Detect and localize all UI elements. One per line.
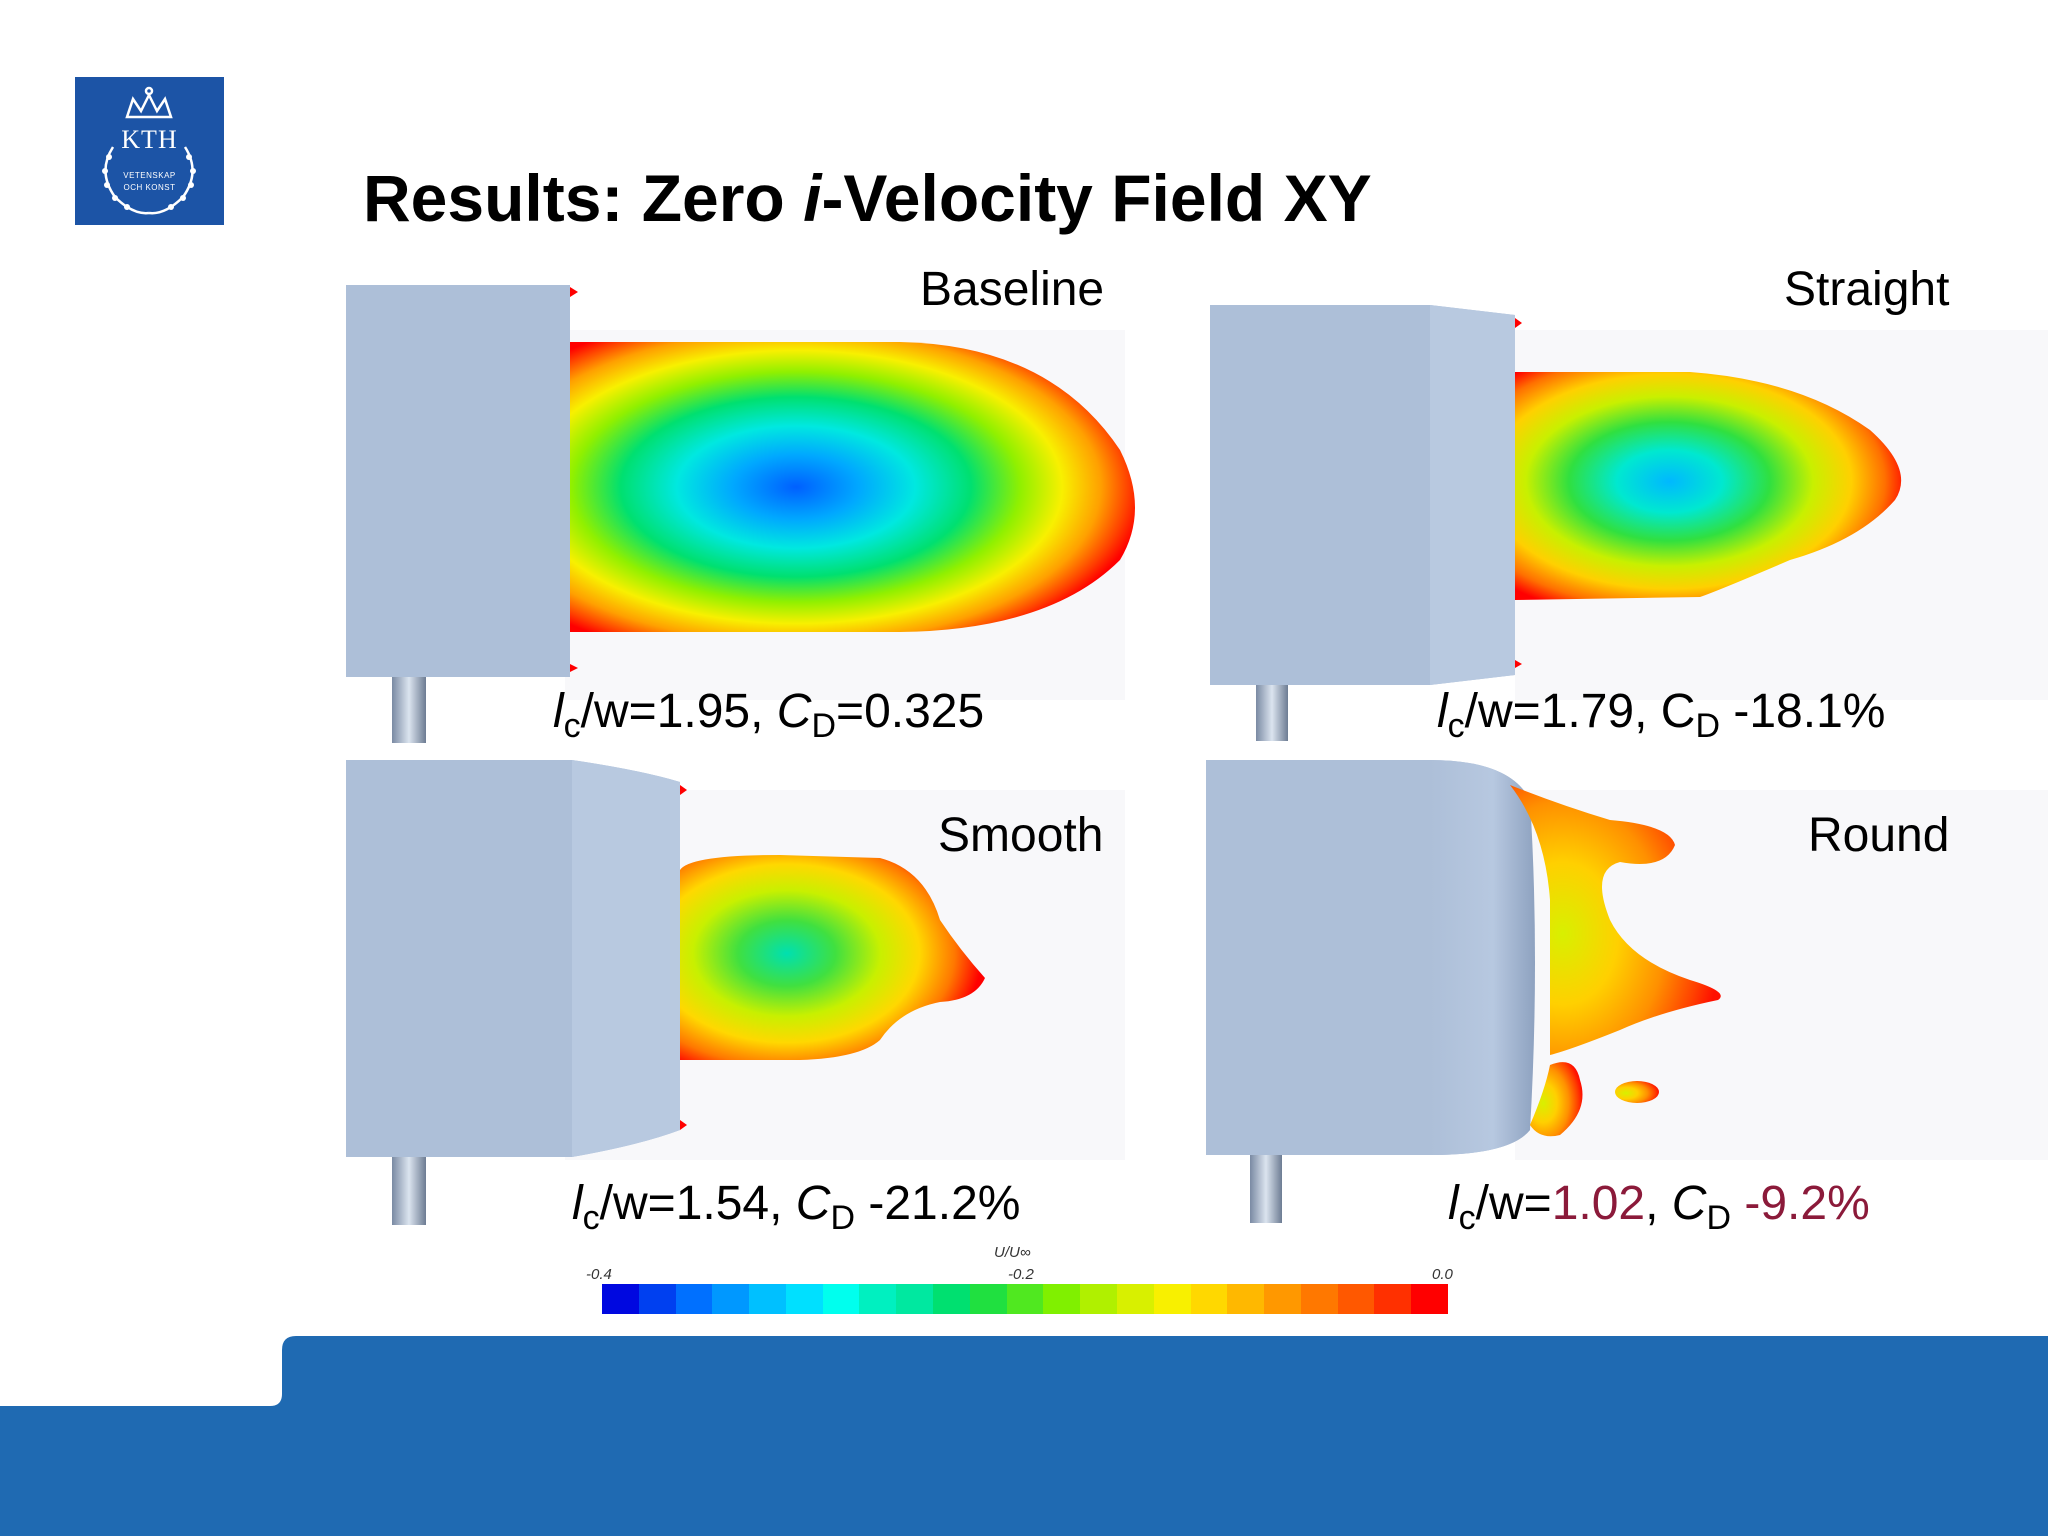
colorbar-swatch [1374, 1284, 1412, 1314]
metric-baseline: lc/w=1.95, CD=0.325 [553, 685, 985, 745]
logo-subtitle-1: VETENSKAP [123, 171, 176, 180]
colorbar-swatch [1190, 1284, 1228, 1314]
colorbar-swatch [749, 1284, 786, 1314]
slide-title: Results: Zero i-Velocity Field XY [363, 161, 1372, 235]
colorbar-tick-mid: -0.2 [1008, 1266, 1034, 1283]
colorbar-swatch [712, 1284, 750, 1314]
colorbar-swatch [1337, 1284, 1375, 1314]
colorbar-swatch [1227, 1284, 1265, 1314]
colorbar-swatch [1300, 1284, 1338, 1314]
baseline-model [346, 285, 578, 743]
metric-smooth: lc/w=1.54, CD -21.2% [572, 1177, 1021, 1237]
colorbar-swatch [1080, 1284, 1117, 1314]
colorbar-swatch [859, 1284, 897, 1314]
colorbar-swatch [1006, 1284, 1044, 1314]
colorbar-swatch [1043, 1284, 1081, 1314]
colorbar-tick-min: -0.4 [586, 1266, 612, 1283]
smooth-model [346, 760, 687, 1225]
colorbar-title: U/U∞ [994, 1244, 1031, 1261]
kth-logo: KTH VETENSKAP OCH KONST [75, 77, 224, 225]
colorbar-swatch [969, 1284, 1007, 1314]
colorbar-swatch [1411, 1284, 1448, 1314]
colorbar-swatch [1116, 1284, 1154, 1314]
colorbar-swatch [638, 1284, 676, 1314]
panel-label-round: Round [1808, 809, 1950, 862]
straight-model [1210, 305, 1522, 741]
panel-label-smooth: Smooth [938, 809, 1104, 862]
logo-subtitle-2: OCH KONST [123, 183, 176, 192]
colorbar-tick-max: 0.0 [1432, 1266, 1453, 1283]
colorbar-swatch [1153, 1284, 1191, 1314]
logo-text: KTH [121, 125, 178, 154]
colorbar-swatch [896, 1284, 934, 1314]
round-model [1206, 760, 1535, 1223]
flow-fields-figure [346, 285, 1902, 1225]
straight-recirculation-field [1515, 372, 1902, 600]
smooth-recirculation-field [680, 855, 985, 1060]
panel-label-straight: Straight [1784, 263, 1950, 316]
baseline-recirculation-field [570, 342, 1135, 632]
footer-band [0, 1336, 2048, 1536]
colorbar-swatch [933, 1284, 970, 1314]
crown-wreath-icon [102, 86, 196, 215]
colorbar-swatch [675, 1284, 713, 1314]
metric-straight: lc/w=1.79, CD -18.1% [1437, 685, 1886, 745]
panel-label-baseline: Baseline [920, 263, 1105, 316]
colorbar-swatch [785, 1284, 823, 1314]
colorbar [602, 1284, 1448, 1314]
colorbar-swatch [822, 1284, 860, 1314]
round-recirculation-field [1510, 785, 1721, 1137]
colorbar-swatch [602, 1284, 639, 1314]
colorbar-swatch [1264, 1284, 1301, 1314]
metric-round: lc/w=1.02, CD -9.2% [1448, 1177, 1870, 1237]
